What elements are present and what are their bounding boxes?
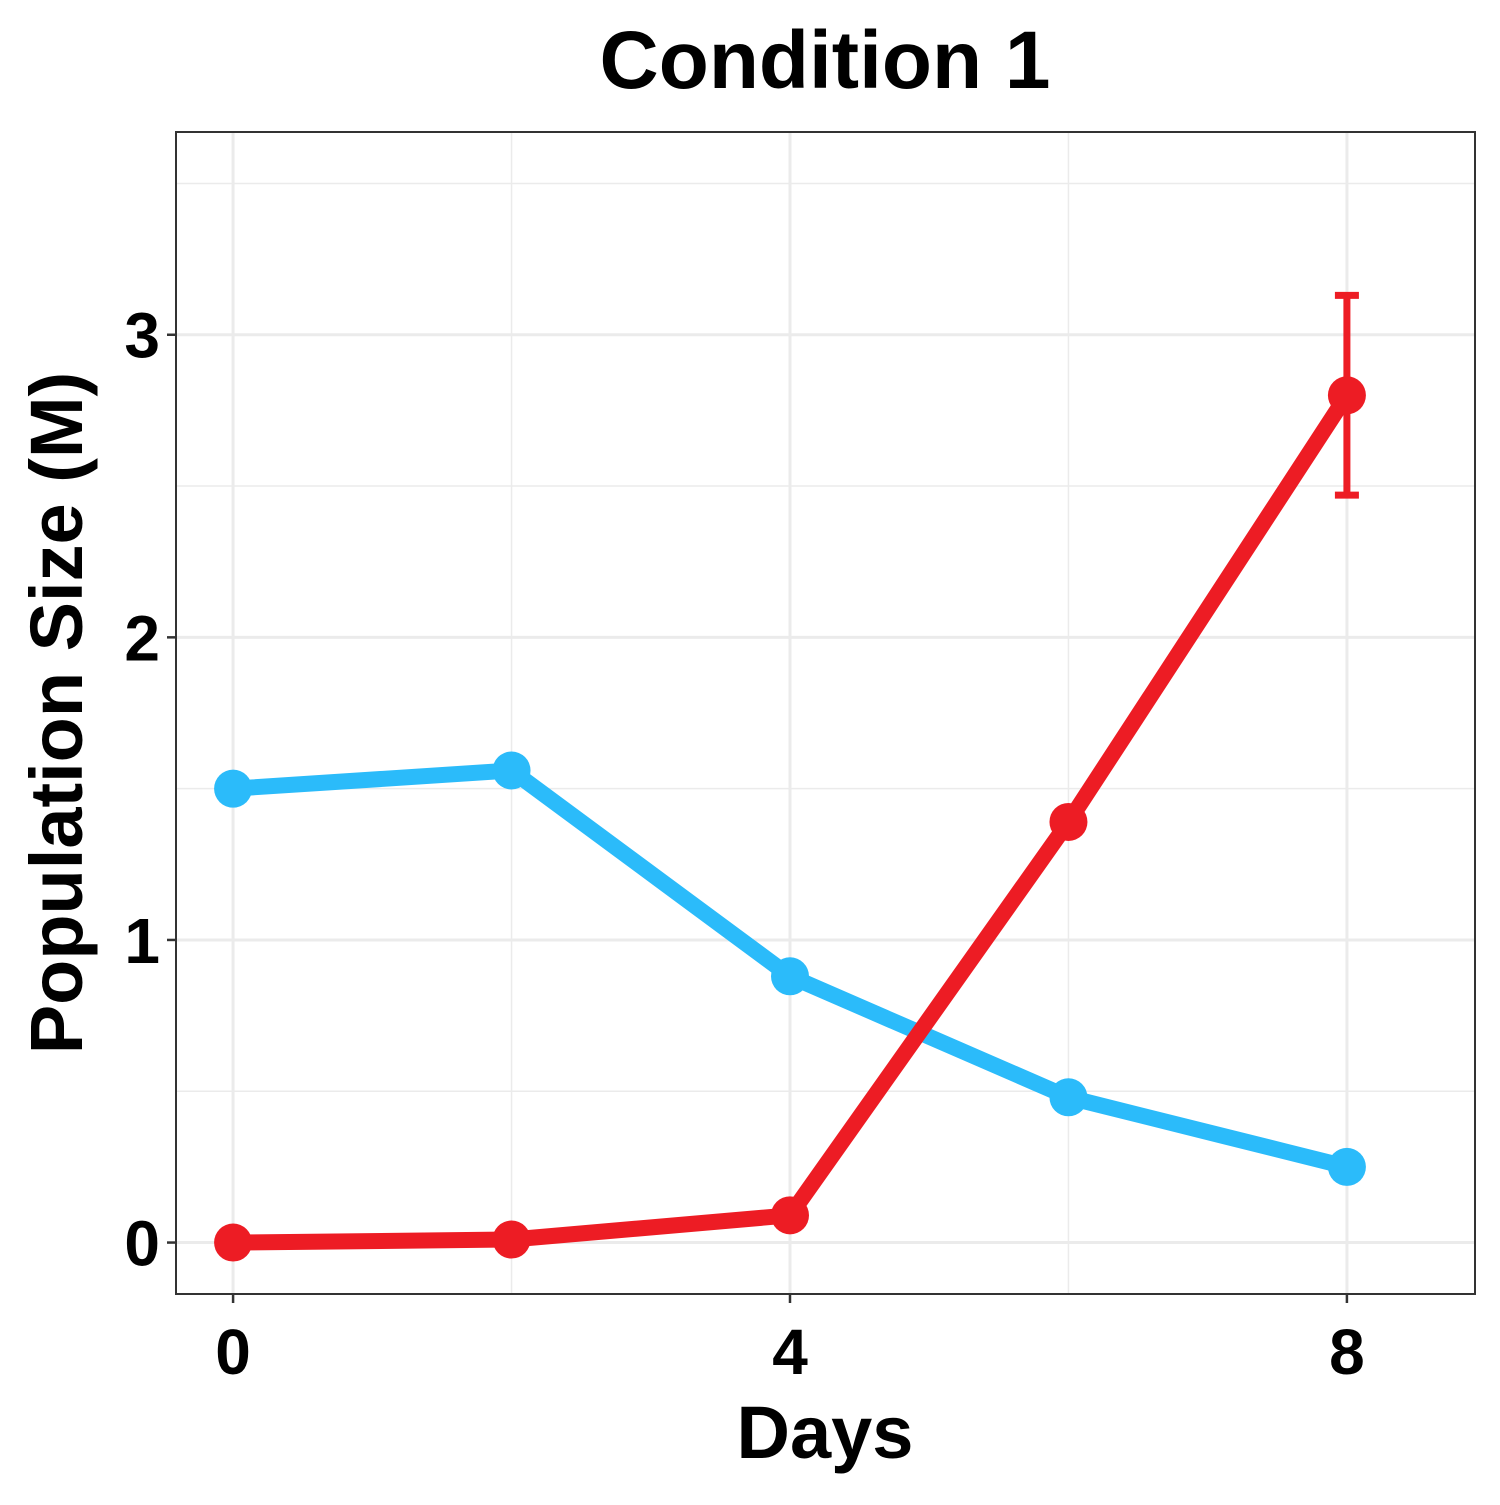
data-point [1327,1147,1366,1186]
data-point [1049,802,1088,841]
chart-title: Condition 1 [600,15,1051,106]
data-point [1327,376,1366,415]
plot-border [175,131,1476,1295]
y-axis-label: Population Size (M) [15,372,98,1054]
data-point [214,1223,253,1262]
y-tick-label: 3 [124,300,160,372]
x-tick-label: 8 [1329,1316,1365,1388]
x-tick-label: 0 [215,1316,251,1388]
data-point [770,1196,809,1235]
data-point [770,957,809,996]
y-tick-label: 0 [124,1208,160,1280]
data-point [492,1220,531,1259]
data-point [1049,1078,1088,1117]
y-tick-label: 2 [124,602,160,674]
x-axis-label: Days [737,1391,914,1474]
data-point [214,769,253,808]
y-tick-label: 1 [124,905,160,977]
data-point [492,751,531,790]
x-tick-label: 4 [772,1316,808,1388]
